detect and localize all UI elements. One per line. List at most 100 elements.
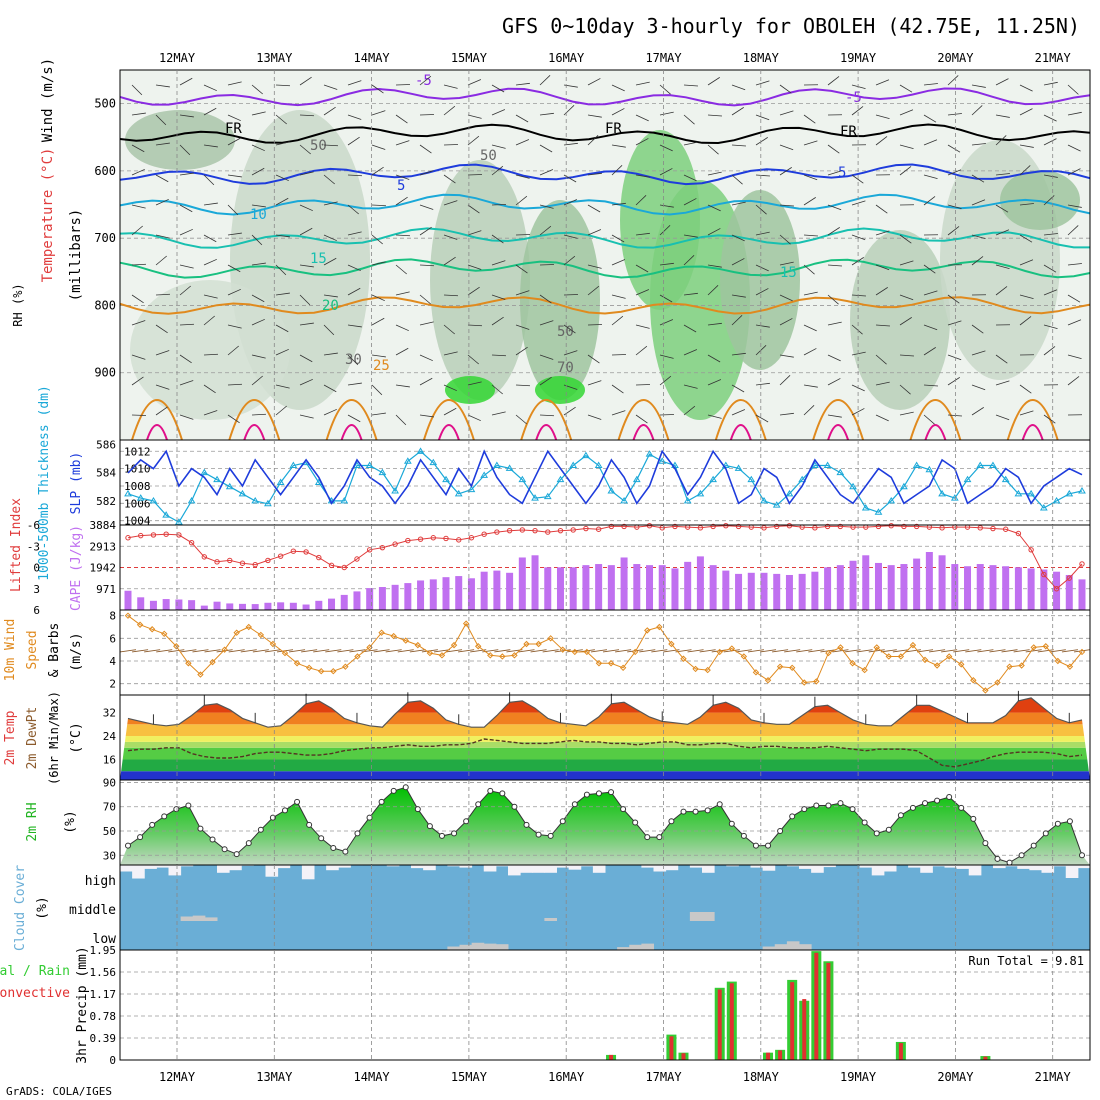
wind-barb-10m xyxy=(796,649,813,653)
rh-point xyxy=(837,800,844,807)
temp-title-1: 2m Temp xyxy=(3,710,18,765)
wind-barb-10m xyxy=(916,649,934,653)
cloud-level-fill xyxy=(617,947,630,950)
cape-bar xyxy=(709,565,717,610)
wind-speed-point xyxy=(487,652,494,659)
wind-barb xyxy=(923,384,938,387)
wind-barb xyxy=(539,225,552,236)
isotherm-label: FR xyxy=(225,121,242,137)
cloud-high-clear xyxy=(823,865,836,868)
wind-barb xyxy=(395,234,411,237)
thickness-point xyxy=(492,461,501,468)
wind-barb xyxy=(539,112,554,116)
wind-barb xyxy=(251,354,266,359)
thickness-point xyxy=(124,489,132,497)
precip-convective-bar xyxy=(681,1053,686,1060)
cape-bar xyxy=(556,567,564,610)
wind-barb xyxy=(1043,233,1058,236)
isotherm xyxy=(119,123,1091,145)
cloud-high-clear xyxy=(702,865,715,873)
thickness-point xyxy=(531,494,539,501)
cloud-high-clear xyxy=(726,865,739,867)
rh-point xyxy=(318,835,325,842)
rh-point xyxy=(909,804,916,811)
wind-barb-10m xyxy=(639,649,656,653)
rh-point xyxy=(414,806,421,813)
cloud-high-clear xyxy=(423,865,436,871)
wind-barb xyxy=(419,204,434,210)
thickness-point xyxy=(582,451,590,459)
wind-speed-point xyxy=(523,640,530,648)
temp-line xyxy=(127,697,1083,728)
cloud-level-fill xyxy=(459,944,473,950)
wind-barb xyxy=(659,84,671,95)
wind-speed-point xyxy=(970,677,977,684)
isotherm-label: -5 xyxy=(415,73,432,89)
wind-barb xyxy=(395,324,409,332)
cloud-high-clear xyxy=(144,865,157,869)
wind-speed-point xyxy=(909,641,917,649)
wind-barb xyxy=(995,229,1010,236)
li-point xyxy=(138,532,144,539)
wind-barb-10m xyxy=(192,649,209,653)
wind-barb xyxy=(251,204,266,208)
thickness-point xyxy=(900,482,908,490)
wind-speed-point xyxy=(607,660,615,667)
precip-convective-bar xyxy=(729,983,734,1060)
thickness-point xyxy=(607,487,616,494)
isotherm-label: 15 xyxy=(310,251,327,267)
wind-barb xyxy=(851,351,866,356)
wind-barb xyxy=(875,354,887,365)
rh-point xyxy=(692,808,699,815)
wind-barb xyxy=(827,378,841,386)
wind-speed-point xyxy=(764,677,772,684)
wind-barb-10m xyxy=(699,649,716,653)
wind-barb xyxy=(155,114,167,126)
wind-barb xyxy=(779,234,791,245)
cape-bar xyxy=(582,565,590,610)
wind-barb xyxy=(539,320,554,326)
rh-point xyxy=(402,784,409,791)
wind-barb xyxy=(179,354,192,364)
wind-barb xyxy=(443,200,458,206)
wind-barb xyxy=(539,74,551,86)
cloud-high-clear xyxy=(762,865,776,871)
wind-barb xyxy=(443,105,456,116)
wind-barb xyxy=(1019,203,1034,206)
cape-bar xyxy=(506,572,514,610)
wind-barb-10m xyxy=(856,649,873,653)
precip-convective-bar xyxy=(802,999,807,1060)
wind-barb xyxy=(155,84,170,88)
wind-barb xyxy=(659,111,674,116)
wind-barb-10m xyxy=(965,649,982,653)
wind-axis-label: (m/s) xyxy=(69,632,84,671)
wind-barb xyxy=(251,318,265,326)
rh-point xyxy=(185,802,192,809)
li-point xyxy=(786,523,793,529)
wind-barb-10m xyxy=(953,649,970,653)
wind-barb xyxy=(611,294,626,299)
thickness-point xyxy=(696,489,705,497)
cloud-high-clear xyxy=(532,865,545,873)
wind-barb xyxy=(827,354,841,362)
wind-speed-point xyxy=(535,640,542,648)
wind-barb xyxy=(347,204,359,215)
wind-barb-10m xyxy=(929,649,946,653)
precip-convective-bar xyxy=(766,1052,771,1060)
wind-barb xyxy=(299,322,314,326)
cape-bar xyxy=(862,555,870,610)
wind-barb xyxy=(995,354,1008,364)
thickness-point xyxy=(454,489,463,497)
wind-barb xyxy=(779,204,794,207)
cape-bar xyxy=(455,576,463,610)
wind-barb xyxy=(731,352,746,356)
wind-barb xyxy=(1043,114,1057,122)
thickness-point xyxy=(938,489,946,497)
wind-barb xyxy=(443,324,455,335)
rh-point xyxy=(487,787,494,794)
wind-barb xyxy=(683,349,698,356)
wind-barb xyxy=(299,378,313,386)
cape-bar xyxy=(442,577,450,610)
thickness-point xyxy=(874,508,883,515)
li-point xyxy=(252,561,258,568)
